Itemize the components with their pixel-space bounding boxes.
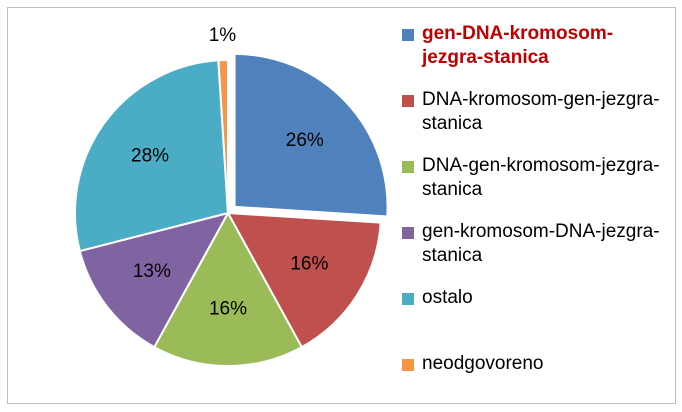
legend-label: gen-DNA-kromosom-jezgra-stanica: [422, 23, 614, 68]
legend-label: ostalo: [422, 287, 473, 308]
legend-label: DNA-kromosom-gen-jezgra-stanica: [422, 89, 660, 134]
pie-slice: [78, 211, 230, 349]
legend: gen-DNA-kromosom-jezgra-stanica DNA-kromo…: [402, 22, 672, 376]
legend-entry: gen-DNA-kromosom-jezgra-stanica: [402, 22, 672, 70]
pie-slice: [152, 210, 304, 367]
legend-entry: gen-kromosom-DNA-jezgra-stanica: [402, 220, 672, 268]
legend-entry: DNA-kromosom-gen-jezgra-stanica: [402, 88, 672, 136]
data-label: 1%: [209, 25, 237, 46]
legend-label: gen-kromosom-DNA-jezgra-stanica: [422, 221, 660, 266]
pie-slice: [74, 59, 230, 253]
legend-swatch: [402, 29, 414, 41]
pie-slice: [226, 211, 382, 349]
legend-swatch: [402, 95, 414, 107]
data-label: 26%: [286, 130, 324, 151]
data-label: 16%: [209, 298, 247, 319]
legend-entry: ostalo: [402, 286, 672, 310]
data-label: 16%: [290, 254, 328, 275]
pie-slice: [233, 52, 389, 218]
legend-swatch: [402, 161, 414, 173]
pie-slice: [217, 58, 229, 214]
legend-label: DNA-gen-kromosom-jezgra-stanica: [422, 155, 660, 200]
legend-entry: DNA-gen-kromosom-jezgra-stanica: [402, 154, 672, 202]
legend-swatch: [402, 227, 414, 239]
legend-swatch: [402, 359, 414, 371]
legend-swatch: [402, 293, 414, 305]
legend-entry: neodgovoreno: [402, 352, 672, 376]
data-label: 28%: [131, 145, 169, 166]
data-label: 13%: [133, 261, 171, 282]
legend-label: neodgovoreno: [422, 353, 544, 374]
